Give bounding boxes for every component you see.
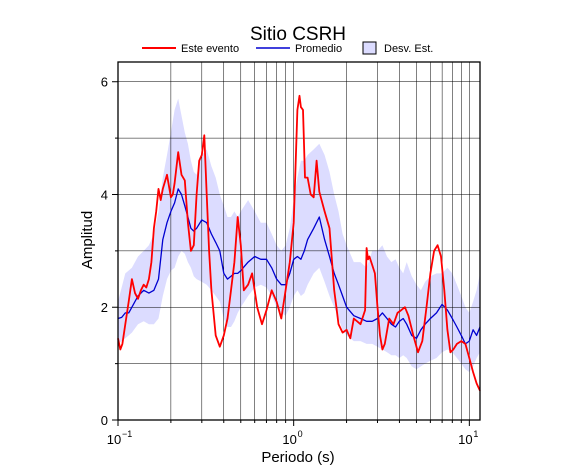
x-tick-label-exponent: −1 bbox=[122, 429, 132, 439]
y-axis-label: Amplitud bbox=[79, 211, 96, 269]
x-tick-label: 10 bbox=[282, 432, 296, 447]
y-tick-label: 6 bbox=[101, 75, 108, 90]
legend-este-label: Este evento bbox=[181, 43, 239, 55]
y-tick-label: 2 bbox=[101, 300, 108, 315]
legend-desv-swatch bbox=[362, 41, 377, 55]
y-tick-label: 4 bbox=[101, 187, 108, 202]
x-tick-label-exponent: 0 bbox=[298, 429, 303, 439]
este-evento-line bbox=[117, 94, 481, 392]
x-tick-label: 10 bbox=[107, 432, 121, 447]
legend-promedio-label: Promedio bbox=[295, 43, 342, 55]
x-axis-label: Periodo (s) bbox=[261, 449, 334, 466]
promedio-line bbox=[117, 188, 481, 345]
legend-desv-label: Desv. Est. bbox=[384, 43, 433, 55]
legend: Este evento Promedio Desv. Est. bbox=[142, 41, 433, 55]
plot-frame bbox=[117, 61, 481, 421]
x-tick-label: 10 bbox=[458, 432, 472, 447]
std-dev-band bbox=[118, 98, 480, 373]
x-tick-label-exponent: 1 bbox=[473, 429, 478, 439]
y-tick-label: 0 bbox=[101, 413, 108, 428]
chart-title: Sitio CSRH bbox=[250, 24, 346, 45]
